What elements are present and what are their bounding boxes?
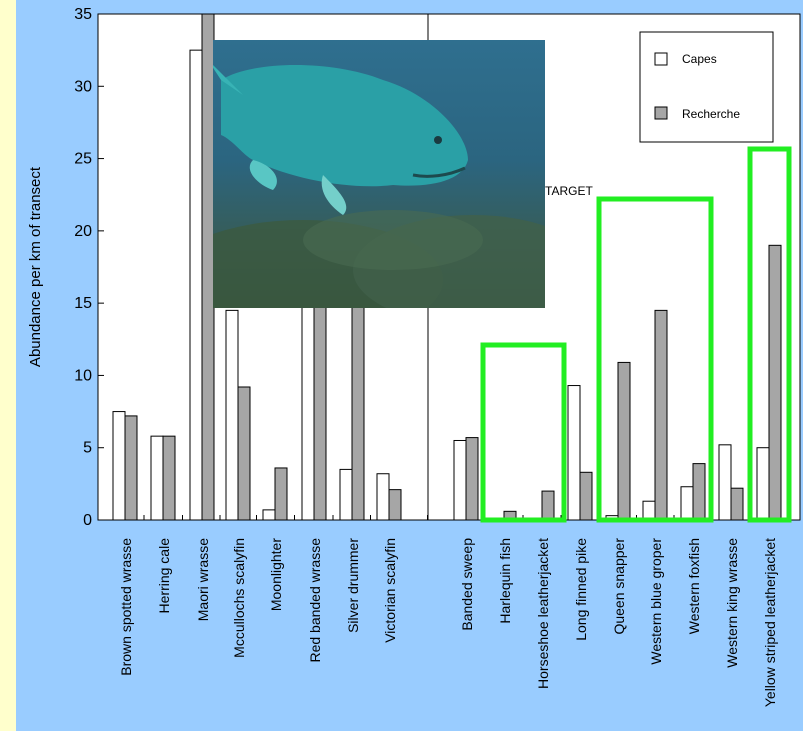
legend-swatch-recherche: [654, 106, 668, 120]
y-tick-label: 5: [83, 440, 92, 457]
x-tick-label: Mccullochs scalyfin: [231, 538, 247, 658]
bar-capes-8: [453, 439, 467, 521]
bar-recherche-13: [654, 309, 668, 521]
highlight-box-harlequin-horseshoe: [480, 342, 567, 523]
fish-photo: [213, 40, 545, 308]
x-tick-label: Western king wrasse: [724, 538, 740, 668]
x-tick-label: Western foxfish: [686, 538, 702, 634]
bar-capes-2: [189, 49, 203, 521]
legend-swatch-capes: [654, 52, 668, 66]
x-tick-label: Brown spotted wrasse: [118, 538, 134, 676]
legend-label-capes: Capes: [682, 52, 717, 66]
x-tick-label: Red banded wrasse: [307, 538, 323, 663]
bar-recherche-12: [617, 361, 631, 521]
bar-capes-1: [150, 435, 164, 521]
bar-recherche-15: [730, 487, 744, 521]
bar-capes-3: [225, 309, 239, 521]
bar-capes-0: [112, 411, 126, 521]
legend-label-recherche: Recherche: [682, 107, 740, 121]
bar-capes-14: [680, 486, 694, 521]
bar-capes-16: [756, 447, 770, 521]
x-tick-label: Victorian scalyfin: [382, 538, 398, 643]
highlight-box-yellow-striped: [747, 146, 792, 523]
y-tick-label: 25: [74, 151, 92, 168]
bar-recherche-5: [313, 288, 327, 521]
bar-capes-13: [642, 500, 656, 521]
groper-fish-image: [213, 65, 545, 308]
legend: Capes Recherche: [639, 31, 774, 143]
y-tick-label: 30: [74, 78, 92, 95]
y-axis-ticks: 0 5 10 15 20 25 30 35: [74, 6, 104, 529]
x-tick-label: Maori wrasse: [195, 538, 211, 621]
y-tick-label: 0: [83, 512, 92, 529]
bar-recherche-14: [692, 463, 706, 521]
bar-recherche-8: [465, 437, 479, 521]
x-tick-label: Western blue groper: [648, 538, 664, 665]
bar-capes-4: [262, 509, 276, 521]
bar-recherche-11: [579, 471, 593, 521]
x-tick-label: Long finned pike: [573, 538, 589, 641]
bars: [112, 13, 782, 521]
bar-capes-5: [301, 288, 315, 521]
x-tick-label: Harlequin fish: [497, 538, 513, 624]
bar-capes-15: [718, 444, 732, 521]
bar-recherche-4: [274, 467, 288, 521]
bar-recherche-1: [162, 435, 176, 521]
bar-recherche-0: [124, 415, 138, 521]
y-tick-label: 15: [74, 295, 92, 312]
y-tick-label: 35: [74, 6, 92, 23]
y-axis-label: Abundance per km of transect: [27, 166, 44, 367]
bar-capes-11: [567, 385, 581, 521]
x-tick-label: Banded sweep: [459, 538, 475, 631]
bar-recherche-6: [351, 288, 365, 521]
legend-box: [639, 31, 774, 143]
left-margin-strip: [0, 0, 16, 731]
y-tick-label: 10: [74, 367, 92, 384]
bar-recherche-7: [388, 489, 402, 521]
bar-recherche-10: [541, 490, 555, 521]
bar-capes-7: [376, 473, 390, 521]
x-tick-label: Horseshoe leatherjacket: [535, 538, 551, 689]
x-tick-label: Silver drummer: [345, 538, 361, 633]
target-highlights: [480, 146, 792, 523]
x-tick-label: Moonlighter: [268, 538, 284, 611]
y-tick-label: 20: [74, 223, 92, 240]
bar-capes-6: [339, 468, 353, 521]
x-tick-label: Queen snapper: [611, 538, 627, 635]
x-tick-label: Yellow striped leatherjacket: [762, 538, 778, 707]
x-axis-labels: Brown spotted wrasse Herring cale Maori wr…: [118, 538, 778, 707]
bar-recherche-16: [768, 244, 782, 521]
x-tick-label: Herring cale: [156, 538, 172, 614]
bar-recherche-3: [237, 386, 251, 521]
target-label: TARGET: [545, 184, 593, 198]
highlight-box-queen-groper-foxfish: [596, 196, 714, 523]
